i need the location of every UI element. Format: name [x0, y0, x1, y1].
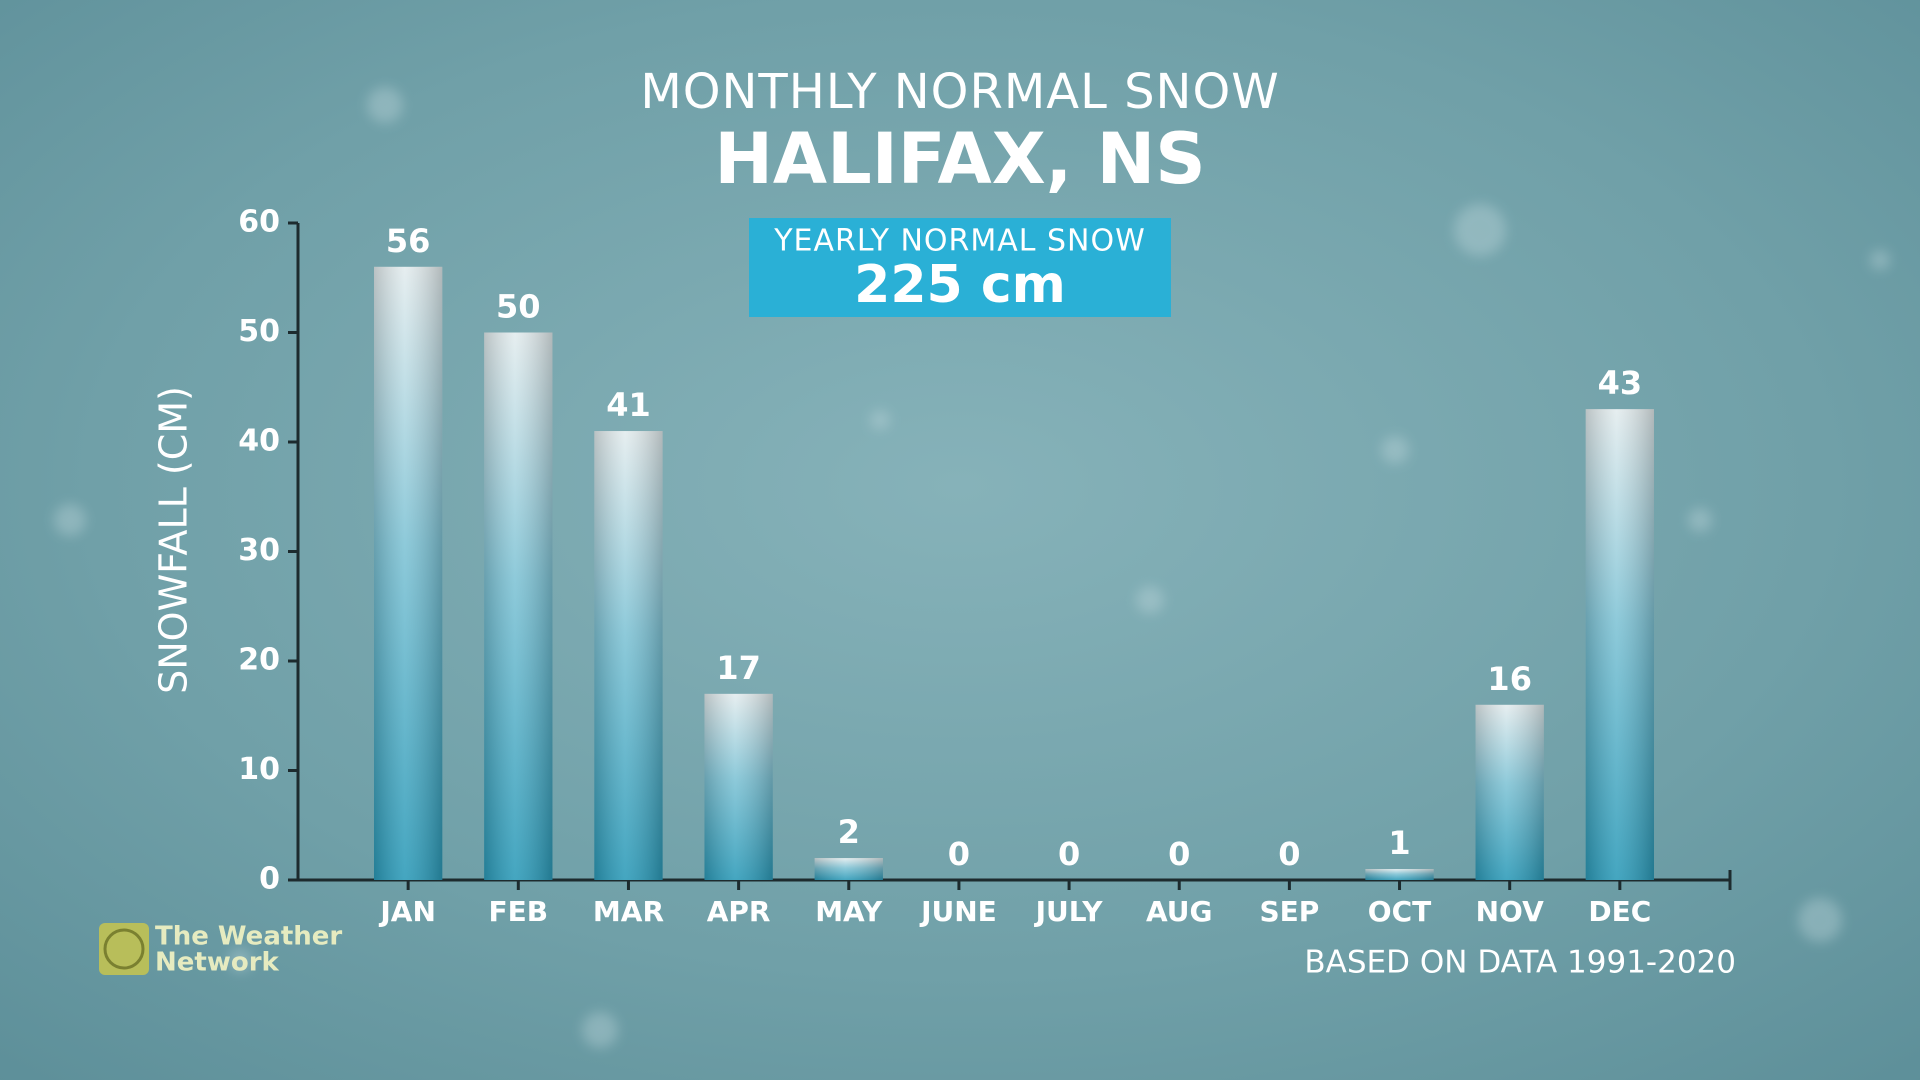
value-label: 1 — [1388, 824, 1410, 862]
bar — [374, 266, 443, 880]
value-label: 16 — [1487, 660, 1532, 698]
value-label: 0 — [948, 835, 970, 873]
bar-fill — [1475, 704, 1544, 880]
y-tick-label: 40 — [238, 424, 280, 459]
bar — [484, 332, 553, 880]
value-label: 43 — [1598, 364, 1643, 402]
logo-globe — [103, 928, 145, 970]
y-tick-label: 20 — [238, 643, 280, 678]
x-tick-label: MAY — [815, 895, 883, 928]
x-tick-label: JULY — [1034, 895, 1104, 928]
bar-fill — [374, 266, 443, 880]
bar-fill — [814, 858, 883, 880]
x-tick-label: JAN — [378, 895, 436, 928]
y-tick-label: 50 — [238, 314, 280, 349]
bar-fill — [484, 332, 553, 880]
y-tick-label: 10 — [238, 752, 280, 787]
bar — [1475, 704, 1544, 880]
logo-text: The Weather — [155, 922, 342, 952]
y-tick-label: 30 — [238, 533, 280, 568]
chart-subtitle: HALIFAX, NS — [714, 118, 1205, 200]
value-label: 50 — [496, 288, 541, 326]
value-label: 0 — [1278, 835, 1300, 873]
x-tick-label: AUG — [1146, 895, 1213, 928]
logo-text: Network — [155, 948, 280, 978]
x-tick-label: OCT — [1368, 895, 1431, 928]
y-tick-label: 60 — [238, 205, 280, 240]
bar-fill — [594, 431, 663, 880]
bar — [1585, 409, 1654, 880]
annotation-value: 225 cm — [854, 255, 1066, 315]
y-tick-label: 0 — [259, 862, 280, 897]
bar-fill — [704, 693, 773, 880]
snow-flakes — [54, 87, 1890, 1048]
bar-fill — [1365, 869, 1434, 880]
x-tick-label: MAR — [593, 895, 664, 928]
x-tick-label: APR — [707, 895, 771, 928]
x-tick-label: FEB — [489, 895, 549, 928]
value-label: 0 — [1168, 835, 1190, 873]
chart-title: MONTHLY NORMAL SNOW — [640, 64, 1279, 120]
x-tick-label: SEP — [1259, 895, 1319, 928]
y-axis-label: SNOWFALL (CM) — [152, 386, 196, 694]
value-label: 41 — [606, 386, 651, 424]
bar — [1365, 869, 1434, 880]
value-label: 56 — [386, 222, 431, 260]
bar-fill — [1585, 409, 1654, 880]
x-tick-label: NOV — [1476, 895, 1544, 928]
logo: The Weather Network — [99, 922, 342, 978]
value-label: 2 — [838, 813, 860, 851]
note: BASED ON DATA 1991-2020 — [1304, 945, 1736, 981]
x-tick-label: JUNE — [919, 895, 997, 928]
bar — [594, 431, 663, 880]
x-tick-label: DEC — [1588, 895, 1651, 928]
bar — [814, 858, 883, 880]
bar — [704, 693, 773, 880]
annotation-label: YEARLY NORMAL SNOW — [773, 224, 1146, 259]
value-label: 0 — [1058, 835, 1080, 873]
annotation-box — [749, 218, 1171, 317]
value-label: 17 — [716, 649, 761, 687]
